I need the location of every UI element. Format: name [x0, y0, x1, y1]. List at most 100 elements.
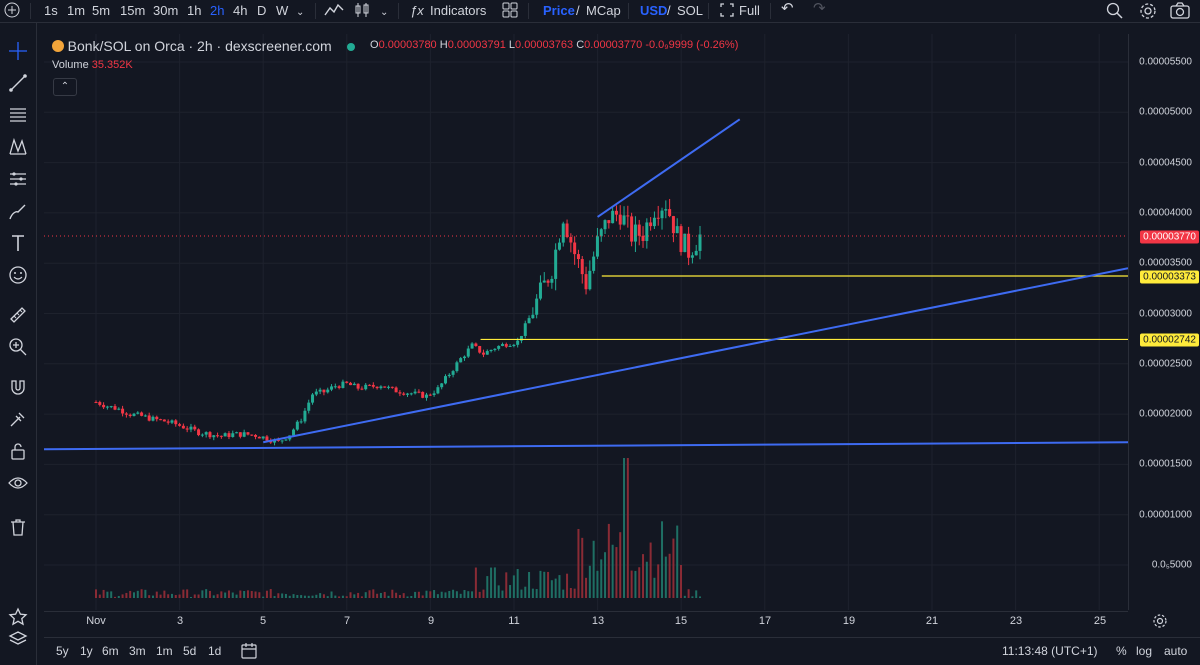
candles-icon[interactable]	[353, 2, 371, 22]
fullscreen-icon[interactable]	[720, 2, 734, 22]
usd-toggle[interactable]: USD	[640, 3, 668, 18]
y-tick: 0.00001000	[1139, 509, 1192, 521]
volume-bar	[201, 590, 204, 598]
lock-drawing-icon[interactable]	[6, 407, 30, 431]
volume-bar	[262, 596, 265, 598]
range-3m[interactable]: 3m	[129, 644, 146, 658]
volume-bar	[250, 591, 253, 598]
candle-body	[174, 420, 178, 425]
auto-toggle[interactable]: auto	[1164, 644, 1188, 658]
range-1m[interactable]: 1m	[156, 644, 173, 658]
interval-1h[interactable]: 1h	[187, 3, 202, 18]
range-1d[interactable]: 1d	[208, 644, 222, 658]
log-toggle[interactable]: log	[1136, 644, 1153, 658]
layouts-grid-icon[interactable]	[502, 2, 518, 22]
sol-toggle[interactable]: SOL	[677, 3, 704, 18]
candle-body	[592, 256, 596, 271]
candle-body	[478, 346, 482, 353]
gear-icon[interactable]	[1139, 2, 1157, 24]
range-6m[interactable]: 6m	[102, 644, 119, 658]
measure-icon[interactable]	[6, 167, 30, 191]
camera-icon[interactable]	[1170, 2, 1190, 24]
candle-body	[679, 226, 683, 253]
change-value: -0.0₉9999 (-0.26%)	[645, 39, 739, 51]
price-axis[interactable]: 0.00005500 0.00005000 0.00004500 0.00004…	[1128, 34, 1200, 610]
indicators-button[interactable]: Indicators	[430, 3, 487, 18]
volume-bar	[216, 594, 219, 598]
search-zoom-icon[interactable]	[1106, 2, 1124, 24]
collapse-legend-button[interactable]: ⌃	[53, 78, 77, 96]
star-icon[interactable]	[6, 605, 30, 629]
layers-icon[interactable]	[6, 627, 30, 651]
range-5y[interactable]: 5y	[56, 644, 69, 658]
add-symbol-icon[interactable]	[4, 2, 20, 22]
interval-2h[interactable]: 2h	[210, 3, 225, 18]
volume-bar	[448, 590, 451, 598]
y-tick: 0.0₅5000	[1151, 559, 1192, 571]
candle-body	[474, 343, 478, 347]
volume-bar	[482, 589, 485, 598]
candle-body	[337, 386, 341, 388]
emoji-icon[interactable]	[6, 263, 30, 287]
interval-w[interactable]: W	[276, 3, 289, 18]
eye-icon[interactable]	[6, 471, 30, 495]
trendline-icon[interactable]	[6, 71, 30, 95]
trash-icon[interactable]	[6, 515, 30, 539]
chevron-down-icon[interactable]: ⌄	[380, 7, 389, 18]
interval-30m[interactable]: 30m	[153, 3, 179, 18]
range-5d[interactable]: 5d	[183, 644, 197, 658]
volume-bar	[547, 571, 550, 598]
x-tick: 25	[1093, 615, 1107, 627]
volume-bar	[471, 591, 474, 598]
candle-body	[193, 426, 197, 430]
crosshair-icon[interactable]	[6, 39, 30, 63]
volume-bar	[254, 591, 257, 598]
mcap-toggle[interactable]: MCap	[586, 3, 621, 18]
fib-icon[interactable]	[6, 103, 30, 127]
full-button[interactable]: Full	[739, 3, 760, 18]
x-tick: 19	[842, 615, 856, 627]
x-tick: 11	[508, 615, 520, 627]
volume-bar	[368, 590, 371, 598]
volume-bar	[626, 458, 629, 598]
interval-15m[interactable]: 15m	[120, 3, 146, 18]
magnet-icon[interactable]	[6, 375, 30, 399]
trendline	[597, 118, 741, 218]
text-icon[interactable]	[6, 231, 30, 255]
candle-body	[652, 217, 656, 227]
candle-body	[519, 335, 523, 341]
calendar-icon[interactable]	[240, 642, 258, 663]
ruler-icon[interactable]	[6, 303, 30, 327]
interval-1m[interactable]: 1m	[67, 3, 86, 18]
volume-bar	[672, 538, 675, 598]
brush-icon[interactable]	[6, 199, 30, 223]
volume-bar	[132, 592, 135, 598]
candle-body	[326, 389, 330, 393]
x-tick: Nov	[86, 615, 106, 627]
high-value: 0.00003791	[447, 39, 506, 51]
chart-type-line-icon[interactable]	[324, 2, 344, 22]
interval-1s[interactable]: 1s	[44, 3, 58, 18]
price-chart[interactable]	[44, 34, 1128, 610]
pattern-icon[interactable]	[6, 135, 30, 159]
zoom-icon[interactable]	[6, 335, 30, 359]
unlock-icon[interactable]	[6, 439, 30, 463]
y-tick: 0.00001500	[1139, 458, 1192, 470]
candle-body	[94, 402, 98, 404]
chevron-down-icon[interactable]: ⌄	[296, 7, 305, 18]
percent-toggle[interactable]: %	[1116, 644, 1127, 658]
price-toggle[interactable]: Price	[543, 3, 575, 18]
candle-body	[98, 402, 102, 405]
interval-4h[interactable]: 4h	[233, 3, 248, 18]
interval-5m[interactable]: 5m	[92, 3, 111, 18]
undo-icon[interactable]: ↶	[781, 0, 794, 17]
redo-icon[interactable]: ↷	[813, 0, 826, 17]
volume-bar	[444, 592, 447, 598]
symbol-title[interactable]: Bonk/SOL on Orca · 2h · dexscreener.com	[67, 38, 332, 54]
clock-time[interactable]: 11:13:48 (UTC+1)	[1002, 644, 1098, 658]
interval-d[interactable]: D	[257, 3, 267, 18]
volume-bar	[512, 575, 515, 598]
range-1y[interactable]: 1y	[80, 644, 93, 658]
chart-settings-gear-icon[interactable]	[1152, 613, 1168, 632]
time-axis[interactable]: Nov 3 5 7 9 11 13 15 17 19 21 23 25	[44, 611, 1128, 630]
